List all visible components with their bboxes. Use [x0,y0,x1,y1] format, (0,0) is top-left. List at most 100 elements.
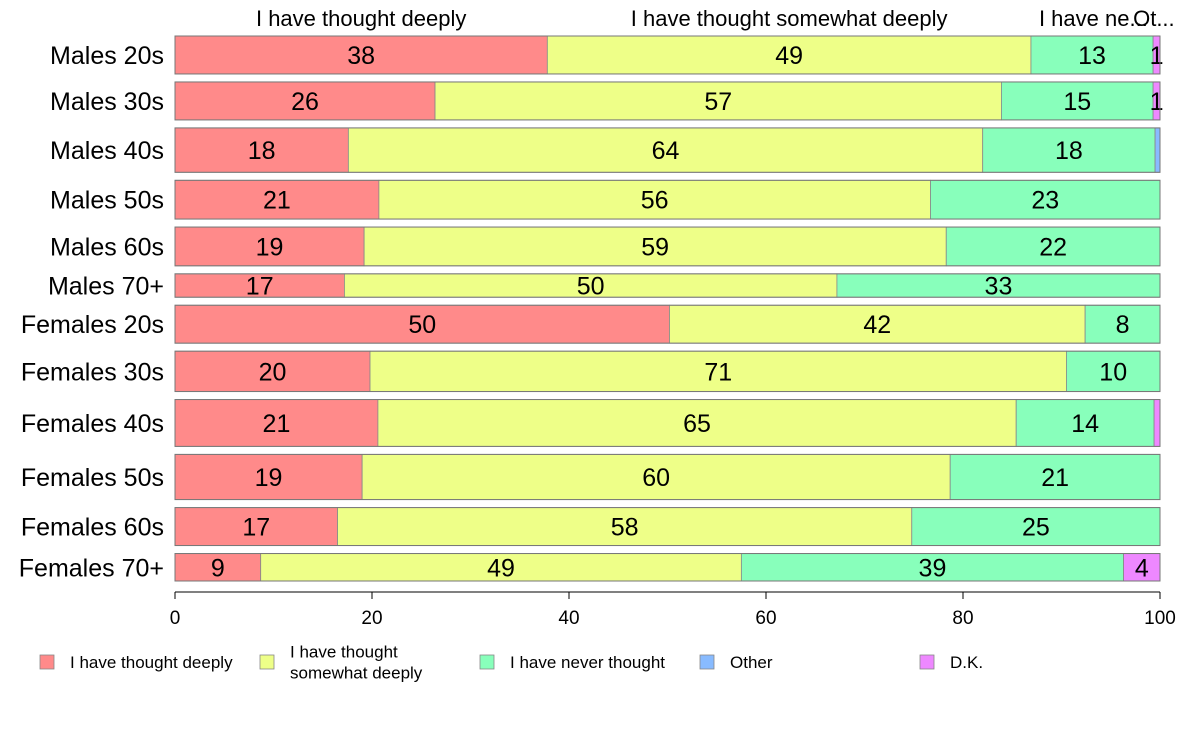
segment-value-label: 15 [1063,88,1091,116]
legend-item: I have thought deeply [39,653,233,672]
bar-segment [337,507,913,546]
bar-segment [1154,127,1161,173]
bar-row: 19 59 22 [174,226,1161,267]
x-tick-label: 20 [361,608,382,629]
bar-row: 18 64 18 [174,127,1161,173]
category-labels: Males 20s Males 30s Males 40s Males 50s Male… [19,42,164,582]
segment-value-label: 21 [1041,464,1069,492]
category-label: Females 60s [21,514,164,542]
bar-outline [174,127,1161,173]
bar-segment [377,399,1017,447]
segment-value-label: 59 [641,233,669,261]
bar-segment [174,304,670,344]
bar-outline [174,507,1161,547]
bar-row: 21 65 14 [174,399,1161,447]
category-label: Females 40s [21,410,164,438]
segment-value-label: 65 [683,410,711,438]
category-label: Females 20s [21,311,164,339]
segment-value-label: 50 [577,273,605,301]
x-tick-label: 100 [1144,608,1176,629]
bar-outline [174,553,1161,582]
segment-value-label: 18 [1055,137,1083,165]
segment-value-label: 26 [291,88,319,116]
segment-value-label: 14 [1071,410,1099,438]
bar-segment [369,350,1067,392]
segment-value-label: 1 [1150,88,1164,116]
category-label: Females 50s [21,464,164,492]
x-tick-label: 60 [755,608,776,629]
category-label: Males 30s [50,88,164,116]
legend-item: I have thought somewhat deeply [259,643,423,683]
bar-row: 38 49 13 1 [174,35,1164,75]
top-series-label: I have ne... [1039,6,1148,31]
bar-segment [260,553,742,582]
segment-value-label: 38 [347,42,375,70]
bar-outline [174,179,1161,220]
top-series-label: I have thought somewhat deeply [631,6,948,31]
x-tick-label: 0 [170,608,181,629]
bar-outline [174,304,1161,344]
bar-outline [174,399,1161,447]
category-label: Males 50s [50,187,164,215]
bar-outline [174,81,1161,121]
legend-swatch [259,654,275,670]
segment-value-label: 33 [985,273,1013,301]
segment-value-label: 19 [256,233,284,261]
category-label: Males 20s [50,42,164,70]
segment-value-label: 4 [1135,554,1149,582]
bar-outline [174,35,1161,75]
segment-value-label: 64 [652,137,680,165]
bar-segment [1084,304,1161,344]
bar-segment [174,127,349,173]
segment-value-label: 10 [1099,358,1127,386]
bar-outline [174,226,1161,267]
top-labels: I have thought deeply I have thought some… [256,6,1175,31]
x-tick-label: 40 [558,608,579,629]
segment-value-label: 1 [1150,42,1164,70]
bar-segment [546,35,1032,75]
legend-label: I have thought [290,643,398,662]
segment-value-label: 49 [775,42,803,70]
bar-segment [1153,399,1161,447]
legend-label: Other [730,653,773,672]
bar-segment [361,453,951,500]
category-label: Males 60s [50,233,164,261]
bar-row: 26 57 15 1 [174,81,1164,121]
legend-label: I have never thought [510,653,665,672]
legend-swatch [699,654,715,670]
bar-outline [174,273,1161,298]
bar-segment [174,35,548,75]
legend-swatch [919,654,935,670]
x-tick-label: 80 [952,608,973,629]
legend-item: I have never thought [479,653,665,672]
legend-item: D.K. [919,653,983,672]
segment-value-label: 71 [704,358,732,386]
segment-value-label: 13 [1078,42,1106,70]
segment-value-label: 22 [1039,233,1067,261]
legend: I have thought deeply I have thought somew… [39,643,983,683]
category-label: Females 70+ [19,554,164,582]
segment-value-label: 23 [1031,187,1059,215]
legend-swatch [479,654,495,670]
bar-outline [174,453,1161,501]
segment-value-label: 21 [263,410,291,438]
segment-value-label: 17 [246,273,274,301]
bar-segment [930,179,1161,220]
bar-row: 20 71 10 [174,350,1161,393]
segment-value-label: 21 [263,187,291,215]
segment-value-label: 8 [1116,311,1130,339]
bar-segment [378,179,931,220]
segment-value-label: 49 [487,554,515,582]
segment-value-label: 50 [408,311,436,339]
bar-segment [945,226,1161,267]
segment-value-label: 19 [255,464,283,492]
bar-row: 17 58 25 [174,507,1161,547]
segment-value-label: 9 [211,554,225,582]
segment-value-label: 56 [641,187,669,215]
segment-value-label: 60 [642,464,670,492]
top-series-label: Ot... [1133,6,1175,31]
category-label: Males 40s [50,137,164,165]
